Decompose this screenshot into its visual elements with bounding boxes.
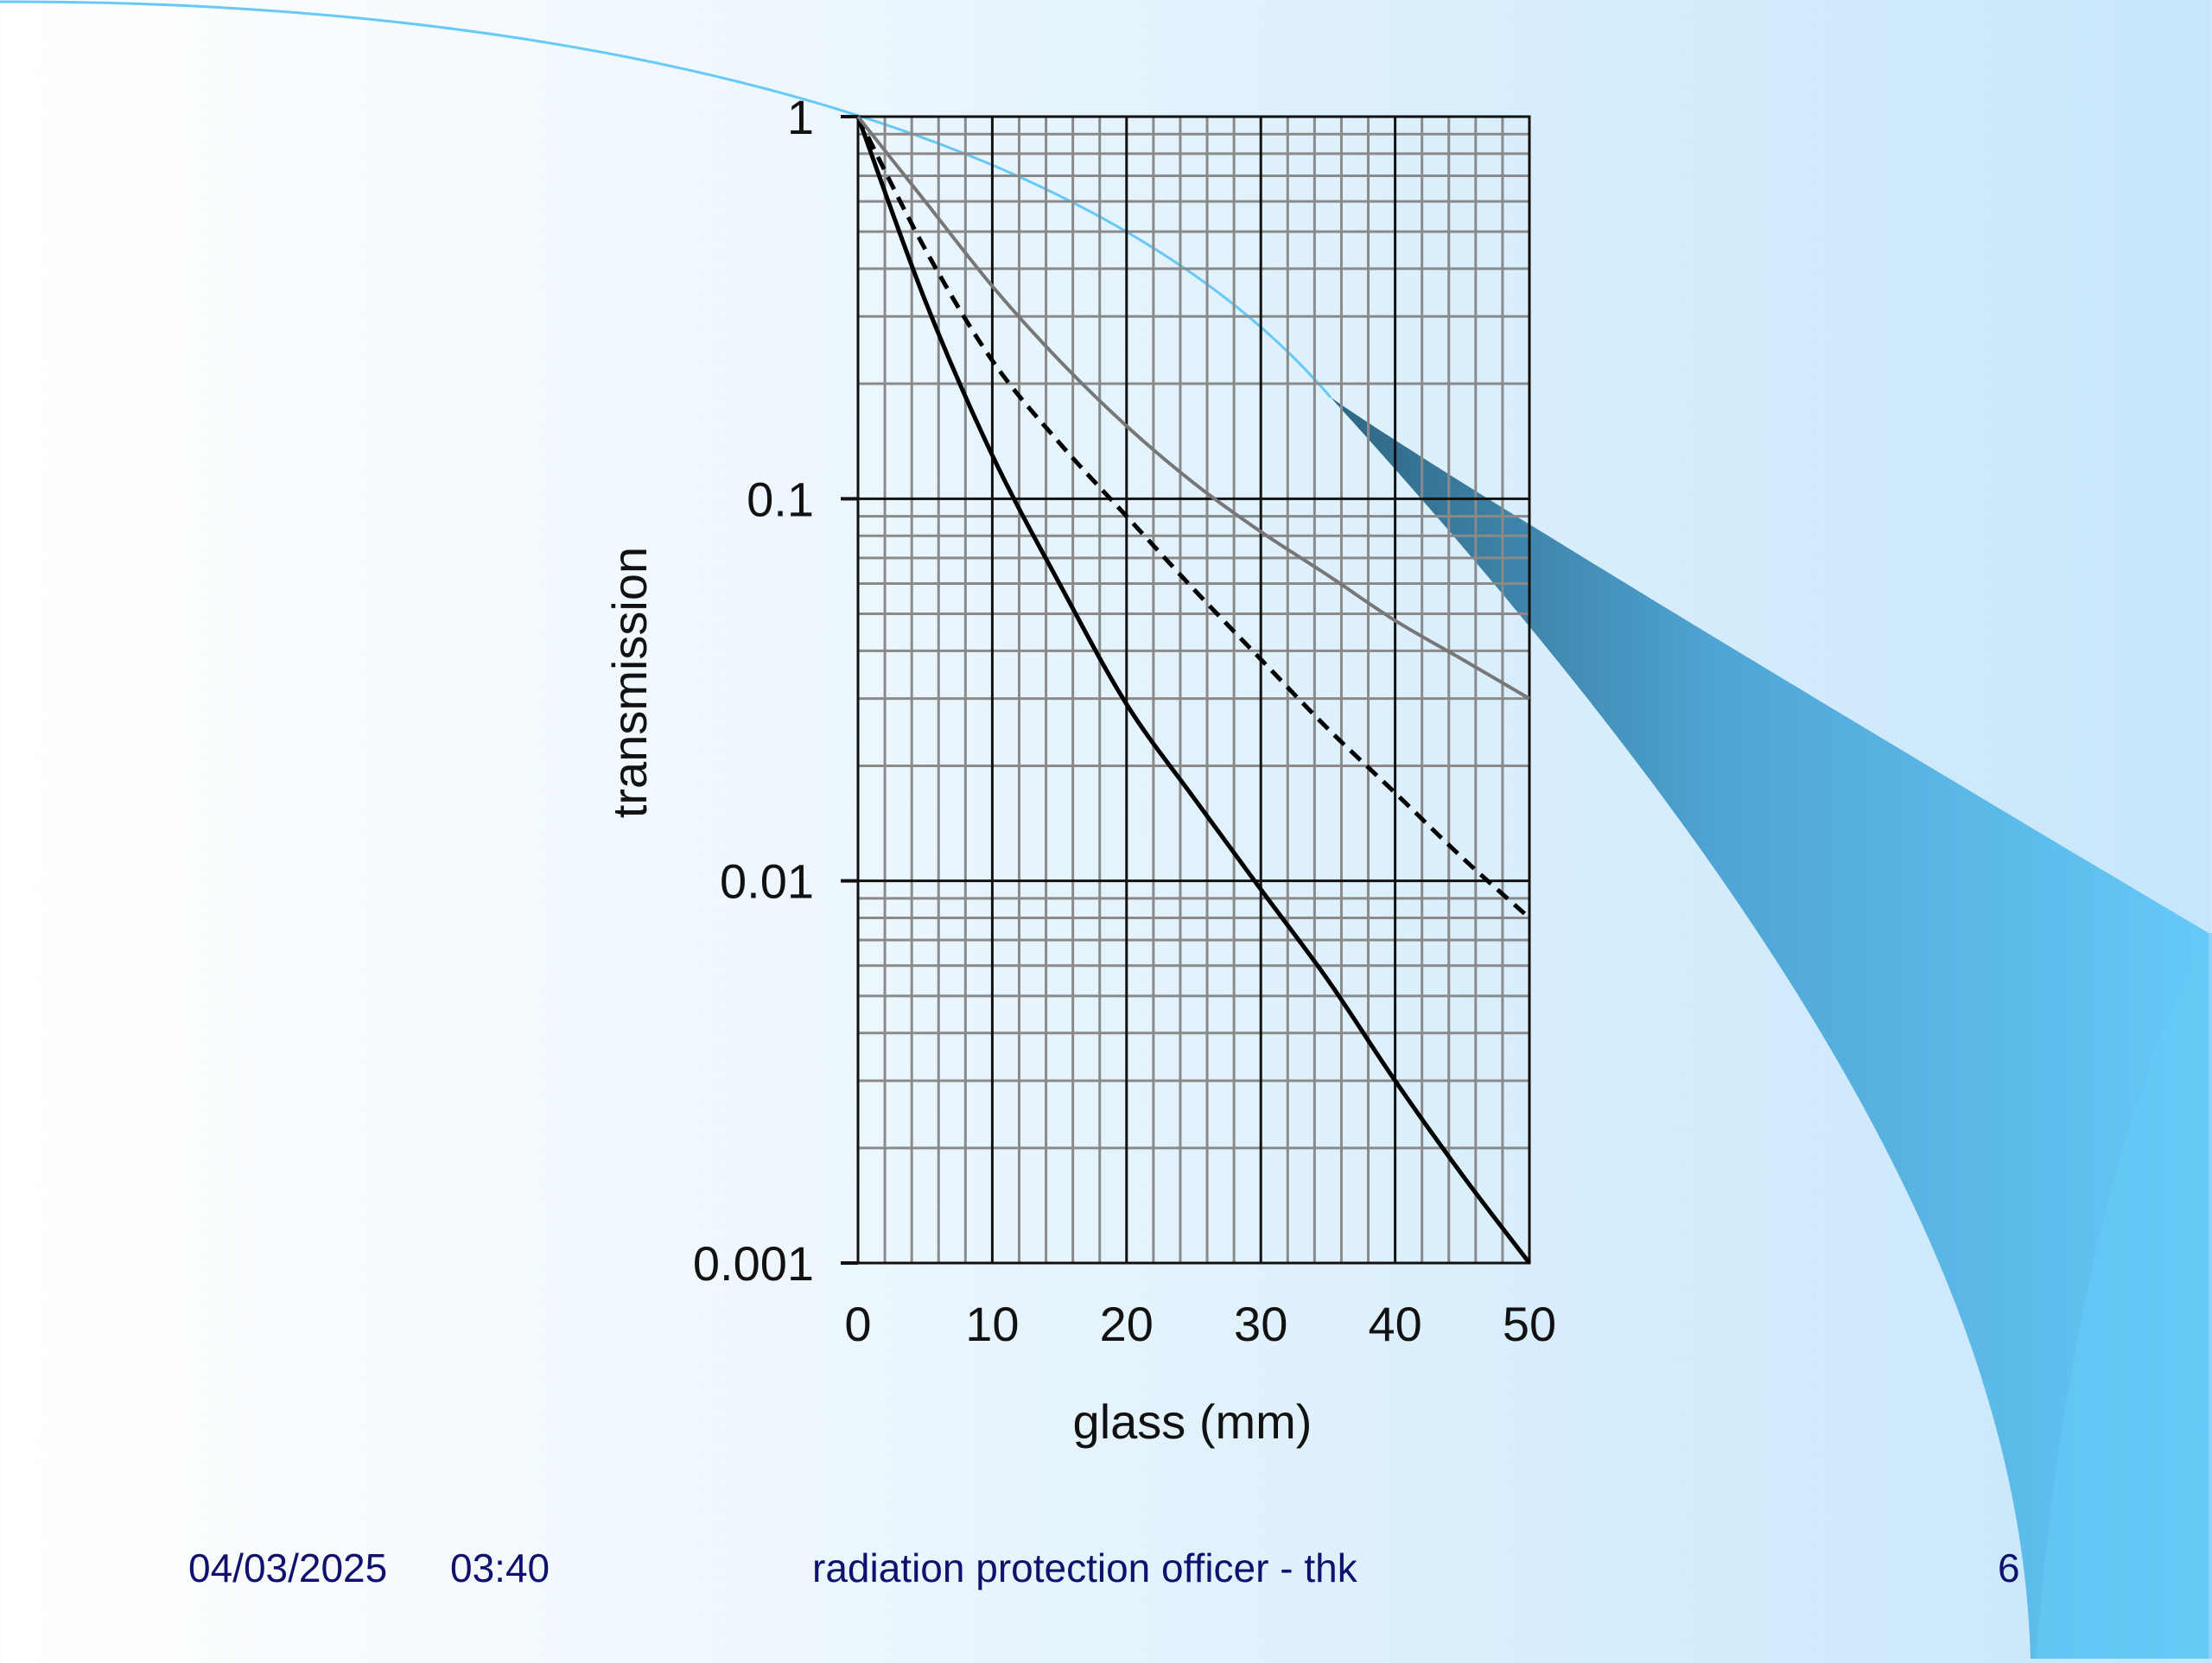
x-tick-label: 40 — [1368, 1297, 1421, 1351]
chart-grid — [856, 115, 1531, 1265]
footer-title: radiation protection officer - thk — [812, 1546, 1357, 1590]
y-tick-label: 1 — [787, 90, 814, 144]
y-tick-label: 0.001 — [693, 1236, 814, 1291]
chart-frame — [841, 115, 1531, 1265]
footer-date: 04/03/2025 — [188, 1546, 388, 1590]
series-line-2 — [855, 115, 1531, 920]
x-tick-label: 10 — [965, 1297, 1019, 1351]
x-tick-label: 20 — [1100, 1297, 1154, 1351]
x-axis-label: glass (mm) — [1073, 1394, 1313, 1449]
y-axis-label: transmission — [602, 547, 657, 818]
chart-series — [855, 115, 1531, 1265]
y-tick-label: 0.01 — [720, 854, 814, 909]
swoosh-lower-fill — [2036, 933, 2212, 1659]
swoosh-thin-line — [0, 0, 1332, 398]
footer-page-number: 6 — [1998, 1546, 2020, 1590]
x-tick-label: 50 — [1503, 1297, 1556, 1351]
swoosh-band — [1331, 397, 2209, 1659]
plot-border — [856, 115, 1531, 1265]
series-line-3 — [856, 115, 1531, 701]
y-tick-label: 0.1 — [747, 472, 814, 526]
series-line-1 — [855, 116, 1531, 1265]
chart-tick-labels: 0 10 20 30 40 50 1 0.1 0.01 0.001 — [693, 90, 1556, 1351]
x-tick-label: 0 — [844, 1297, 871, 1351]
x-tick-label: 30 — [1234, 1297, 1287, 1351]
footer-time: 03:40 — [450, 1546, 550, 1590]
